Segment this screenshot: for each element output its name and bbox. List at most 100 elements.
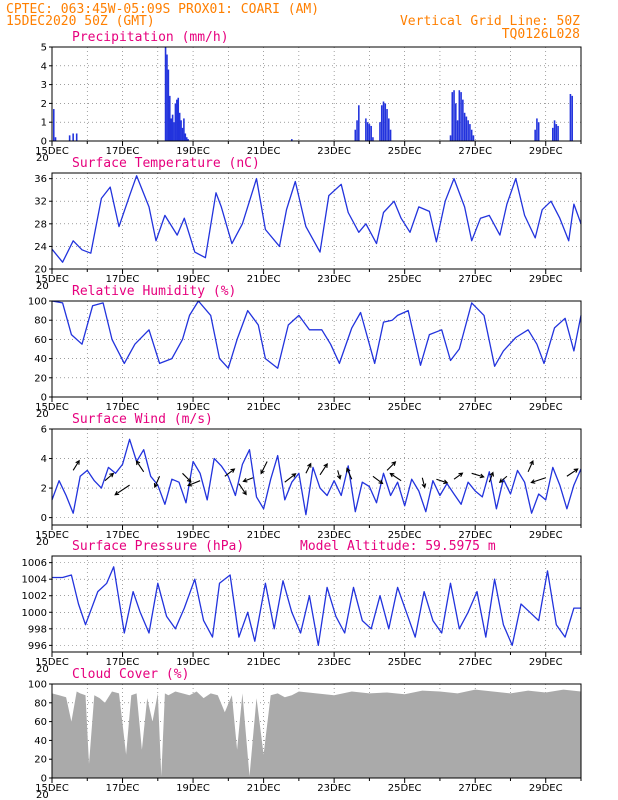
precip-bar bbox=[456, 120, 459, 141]
precip-bar bbox=[177, 97, 180, 141]
rh-xtick-label: 29DEC bbox=[529, 402, 563, 413]
wind-arrow bbox=[436, 478, 449, 485]
precip-ytick-label: 3 bbox=[41, 80, 47, 91]
pressure-ytick-label: 1002 bbox=[22, 591, 47, 602]
precip-ytick-label: 4 bbox=[41, 61, 47, 72]
pressure-xtick-label: 23DEC bbox=[317, 657, 351, 668]
wind-arrow bbox=[319, 463, 328, 476]
wind-ytick-label: 6 bbox=[41, 425, 47, 436]
precip-bar bbox=[553, 120, 556, 141]
wind-arrow bbox=[182, 472, 192, 483]
precip-bar bbox=[569, 94, 572, 141]
precip-bar bbox=[54, 137, 57, 141]
precip-bar bbox=[170, 118, 172, 141]
precip-bar bbox=[472, 135, 475, 141]
precip-bar bbox=[469, 124, 471, 141]
pressure-xtick-label: 27DEC bbox=[458, 657, 492, 668]
precip-bar bbox=[166, 54, 168, 141]
precip-bar bbox=[358, 105, 360, 141]
precip-bar bbox=[462, 99, 464, 141]
wind-xtick-year: 20 bbox=[36, 537, 49, 548]
rh-xtick-label: 23DEC bbox=[317, 402, 351, 413]
wind-ytick-label: 2 bbox=[41, 484, 47, 495]
temp-ytick-label: 28 bbox=[34, 219, 47, 230]
precip-bar bbox=[368, 124, 371, 141]
wind-xtick-label: 29DEC bbox=[529, 530, 563, 541]
precip-bar bbox=[470, 129, 473, 141]
precip-bar bbox=[176, 99, 178, 141]
wind-arrow bbox=[242, 477, 254, 483]
precip-frame bbox=[51, 46, 582, 142]
precip-ytick-label: 5 bbox=[41, 43, 47, 54]
temp-xtick-label: 21DEC bbox=[247, 274, 281, 285]
precip-bar bbox=[555, 124, 558, 141]
temp-xtick-label: 29DEC bbox=[529, 274, 563, 285]
rh-title: Relative Humidity (%) bbox=[72, 284, 236, 299]
pressure-xtick-year: 20 bbox=[36, 664, 49, 675]
cloud-area bbox=[52, 689, 581, 778]
precip-bar bbox=[453, 90, 455, 141]
precip-xtick-year: 20 bbox=[36, 153, 49, 164]
temp-frame bbox=[51, 172, 582, 270]
wind-arrow bbox=[72, 459, 80, 471]
pressure-ytick-label: 1006 bbox=[22, 558, 47, 569]
precip-bar bbox=[455, 103, 457, 141]
rh-xtick-label: 25DEC bbox=[388, 402, 422, 413]
wind-arrow bbox=[488, 471, 495, 483]
temp-ytick-label: 20 bbox=[34, 265, 47, 276]
precip-bar bbox=[171, 114, 174, 141]
wind-line bbox=[51, 438, 582, 516]
pressure-title: Surface Pressure (hPa) bbox=[72, 539, 244, 554]
precip-bar bbox=[571, 95, 573, 141]
wind-arrow bbox=[453, 472, 464, 480]
precip-bar bbox=[463, 112, 466, 141]
wind-arrow bbox=[153, 476, 161, 489]
precip-bar bbox=[379, 122, 381, 141]
wind-xtick-label: 23DEC bbox=[317, 530, 351, 541]
wind-arrow bbox=[498, 475, 508, 483]
wind-arrow bbox=[114, 484, 130, 496]
temp-xtick-label: 23DEC bbox=[317, 274, 351, 285]
temp-ytick-label: 24 bbox=[34, 242, 47, 253]
precip-xtick-label: 19DEC bbox=[176, 146, 210, 157]
temp-xtick-label: 17DEC bbox=[106, 274, 140, 285]
precip-ytick-label: 1 bbox=[41, 118, 47, 129]
precip-ytick-label: 0 bbox=[41, 137, 47, 148]
wind-arrow bbox=[421, 477, 427, 489]
precip-xtick-label: 23DEC bbox=[317, 146, 351, 157]
wind-panel: 0 2 4 6 15DEC 17DEC 19DEC 21DEC 23DEC 25DEC 27DEC 2… bbox=[35, 412, 582, 548]
wind-xtick-label: 21DEC bbox=[247, 530, 281, 541]
precip-xtick-label: 21DEC bbox=[247, 146, 281, 157]
cloud-ytick-label: 40 bbox=[34, 736, 47, 747]
pressure-line bbox=[52, 566, 581, 647]
cloud-xtick-year: 20 bbox=[36, 790, 49, 800]
wind-arrow bbox=[346, 467, 353, 480]
cloud-title: Cloud Cover (%) bbox=[72, 667, 189, 682]
pressure-frame bbox=[51, 555, 582, 653]
temp-xtick-year: 20 bbox=[36, 281, 49, 292]
precip-bar bbox=[467, 120, 469, 141]
precip-bar bbox=[174, 103, 177, 141]
wind-arrow bbox=[566, 468, 579, 477]
precip-bar bbox=[372, 137, 374, 141]
pressure-xtick-label: 29DEC bbox=[529, 657, 563, 668]
pressure-ytick-label: 1004 bbox=[22, 575, 47, 586]
wind-arrow bbox=[305, 462, 312, 474]
wind-xtick-label: 25DEC bbox=[388, 530, 422, 541]
wind-arrow bbox=[187, 480, 201, 487]
header-location: CPTEC: 063:45W-05:09S PROX01: COARI (AM) bbox=[6, 2, 319, 17]
wind-arrow bbox=[284, 473, 297, 483]
wind-arrow bbox=[104, 472, 115, 482]
precip-bar bbox=[458, 90, 461, 141]
pressure-xtick-label: 19DEC bbox=[176, 657, 210, 668]
rh-panel: 0 20 40 60 80 100 15DEC 17DEC 19DEC 21DEC 23DEC 25D… bbox=[28, 284, 582, 420]
precip-bar bbox=[184, 133, 187, 141]
precip-bar bbox=[68, 135, 71, 141]
precip-bar bbox=[451, 92, 454, 141]
rh-ytick-label: 80 bbox=[34, 316, 47, 327]
wind-arrow bbox=[389, 472, 402, 482]
wind-xtick-label: 17DEC bbox=[106, 530, 140, 541]
rh-ytick-label: 40 bbox=[34, 354, 47, 365]
precip-bar bbox=[75, 133, 78, 141]
